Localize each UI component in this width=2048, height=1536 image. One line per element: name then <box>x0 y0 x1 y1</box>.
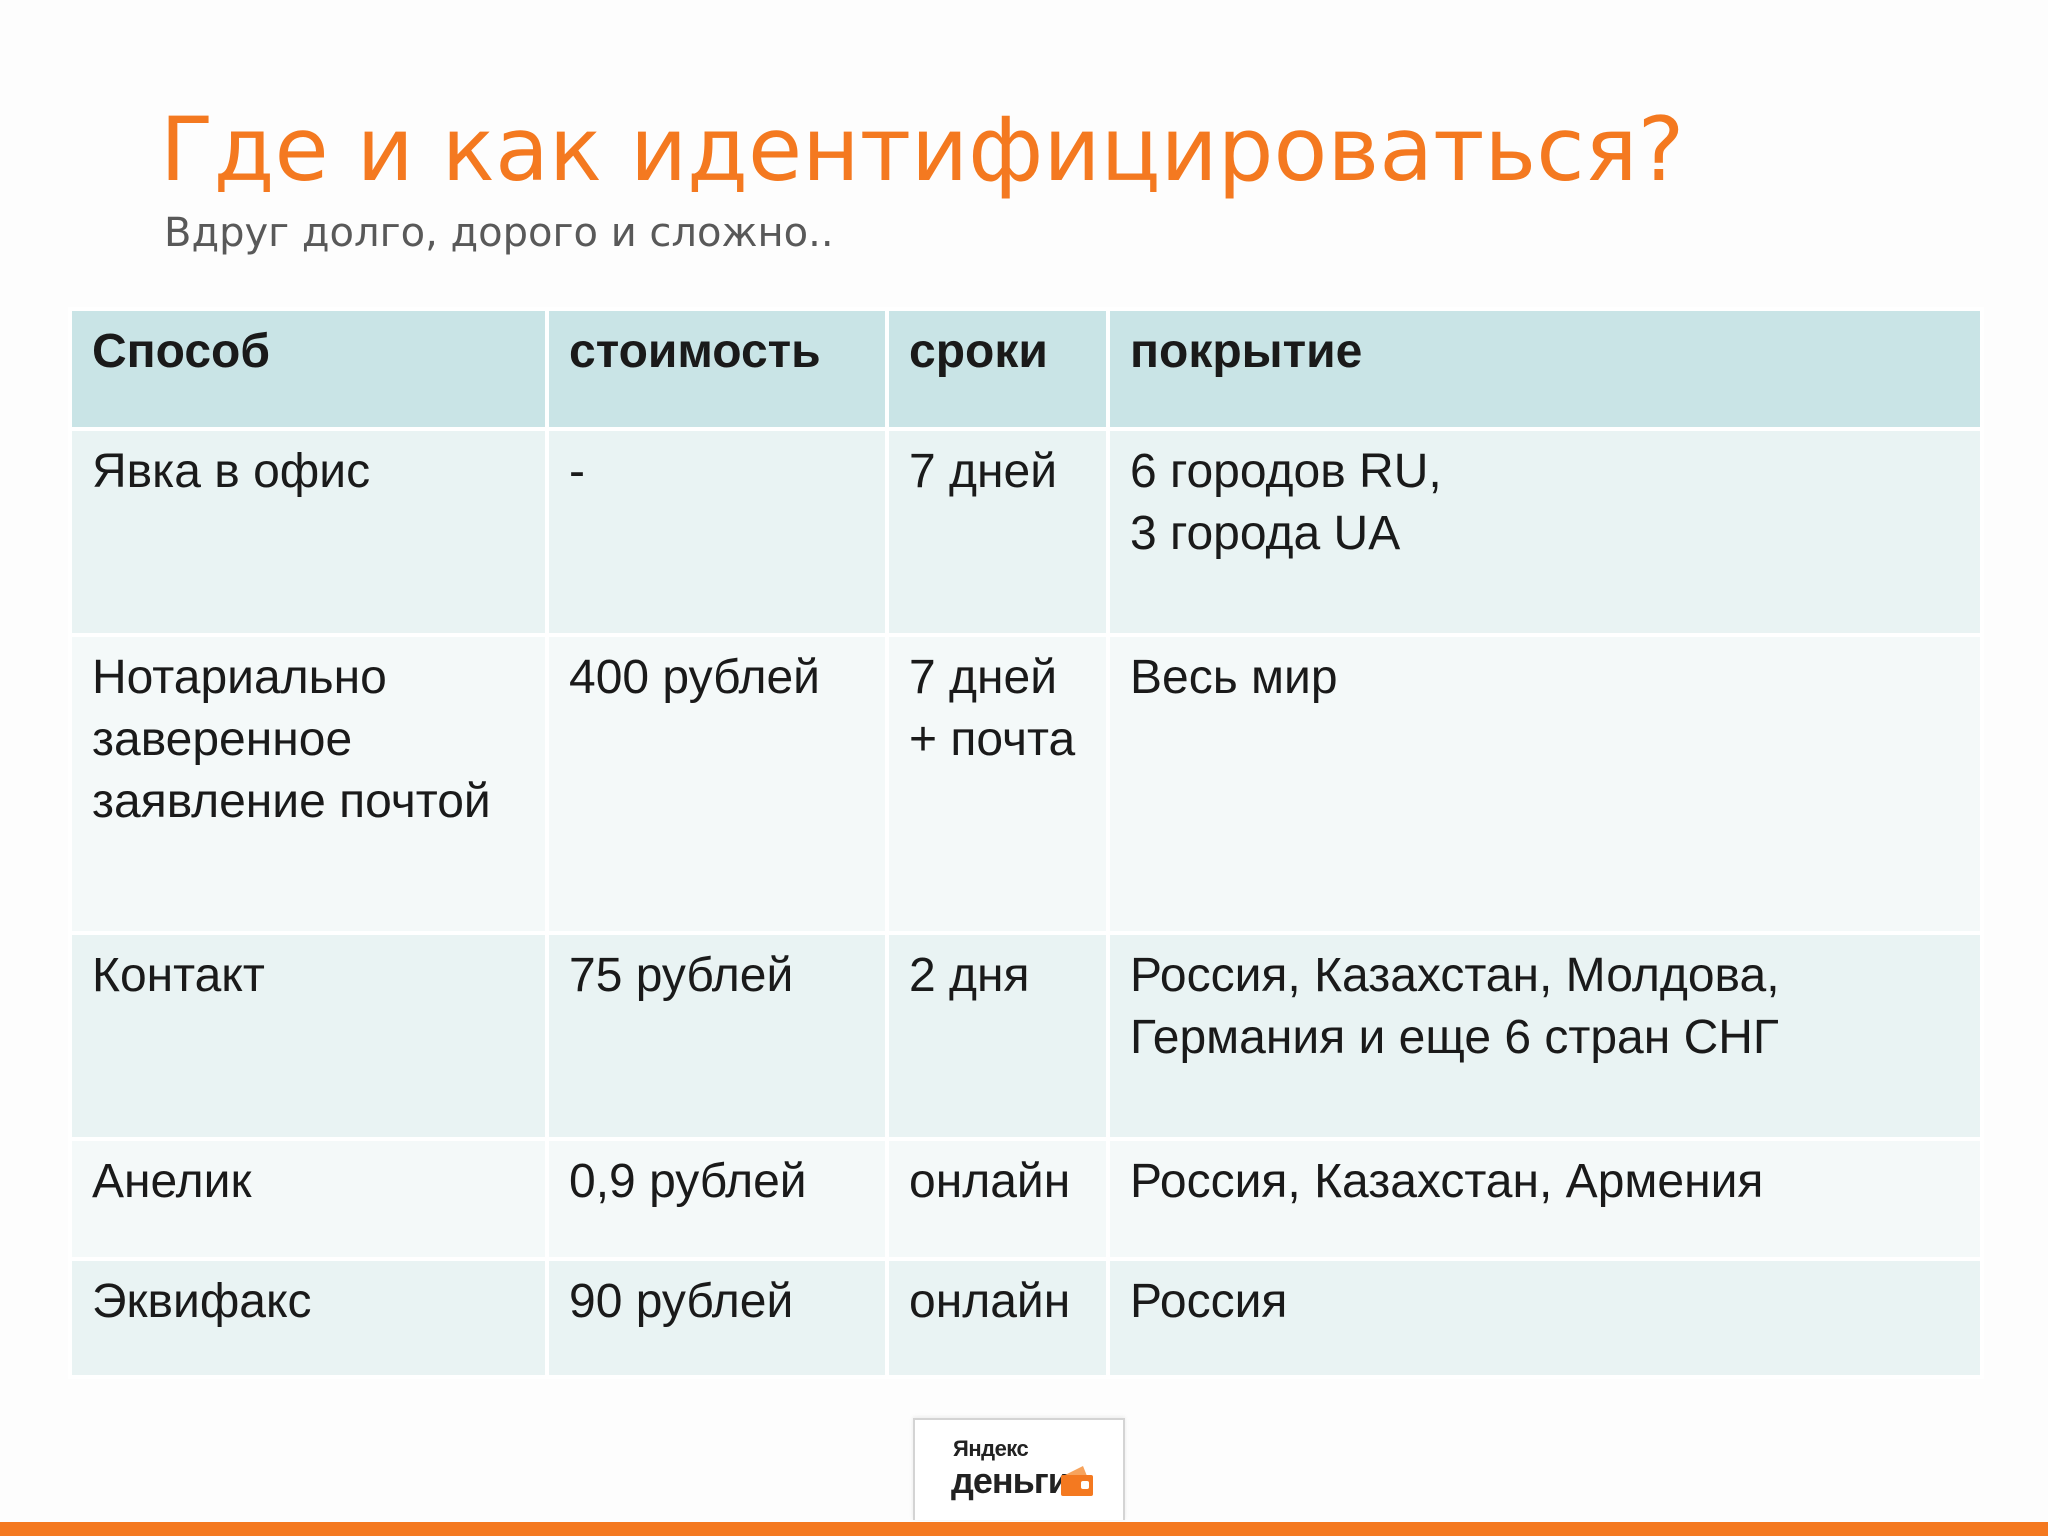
cell-cost: - <box>545 427 889 637</box>
cell-cost: 400 рублей <box>545 633 889 935</box>
cell-coverage: Весь мир <box>1106 633 1984 935</box>
cell-line: + почта <box>909 713 1076 766</box>
cell-line: - <box>569 445 585 498</box>
yandex-money-logo: Яндекс деньги <box>913 1418 1125 1520</box>
cell-cost: 0,9 рублей <box>545 1137 889 1261</box>
slide-subtitle: Вдруг долго, дорого и сложно.. <box>164 210 834 256</box>
cell-cost: 90 рублей <box>545 1257 889 1379</box>
cell-method: Анелик <box>68 1137 549 1261</box>
cell-line: 3 города UA <box>1130 507 1401 560</box>
cell-line: Весь мир <box>1130 651 1338 704</box>
cell-line: Эквифакс <box>92 1275 312 1328</box>
cell-line: 75 рублей <box>569 949 794 1002</box>
table-row: Анелик 0,9 рублей онлайн Россия, Казахст… <box>68 1137 1984 1261</box>
cell-term: 2 дня <box>885 931 1110 1141</box>
table-row: Контакт 75 рублей 2 дня Россия, Казахста… <box>68 931 1984 1141</box>
column-header-term: сроки <box>885 307 1110 431</box>
cell-line: 400 рублей <box>569 651 820 704</box>
cell-term: 7 дней + почта <box>885 633 1110 935</box>
logo-main-text: деньги <box>951 1460 1070 1501</box>
cell-method: Явка в офис <box>68 427 549 637</box>
cell-coverage: 6 городов RU, 3 города UA <box>1106 427 1984 637</box>
cell-line: онлайн <box>909 1155 1071 1208</box>
cell-method: Эквифакс <box>68 1257 549 1379</box>
table-row: Эквифакс 90 рублей онлайн Россия <box>68 1257 1984 1379</box>
identification-methods-table: Способ стоимость сроки покрытие Явка в о… <box>68 307 1984 1379</box>
cell-line: Контакт <box>92 949 265 1002</box>
cell-coverage: Россия <box>1106 1257 1984 1379</box>
cell-line: заверенное <box>92 713 353 766</box>
table-header-row: Способ стоимость сроки покрытие <box>68 307 1984 431</box>
column-header-coverage: покрытие <box>1106 307 1984 431</box>
cell-term: 7 дней <box>885 427 1110 637</box>
table-row: Явка в офис - 7 дней 6 городов RU, 3 гор… <box>68 427 1984 637</box>
cell-line: 90 рублей <box>569 1275 794 1328</box>
cell-coverage: Россия, Казахстан, Армения <box>1106 1137 1984 1261</box>
cell-term: онлайн <box>885 1257 1110 1379</box>
column-header-method: Способ <box>68 307 549 431</box>
cell-coverage: Россия, Казахстан, Молдова, Германия и е… <box>1106 931 1984 1141</box>
table-row: Нотариально заверенное заявление почтой … <box>68 633 1984 935</box>
cell-cost: 75 рублей <box>545 931 889 1141</box>
cell-line: онлайн <box>909 1275 1071 1328</box>
cell-line: 7 дней <box>909 445 1058 498</box>
cell-method: Нотариально заверенное заявление почтой <box>68 633 549 935</box>
column-header-cost: стоимость <box>545 307 889 431</box>
cell-line: 2 дня <box>909 949 1030 1002</box>
cell-line: Явка в офис <box>92 445 371 498</box>
cell-line: заявление почтой <box>92 775 491 828</box>
cell-line: Нотариально <box>92 651 387 704</box>
cell-line: Германия и еще 6 стран СНГ <box>1130 1011 1779 1064</box>
logo-top-text: Яндекс <box>953 1436 1029 1461</box>
cell-term: онлайн <box>885 1137 1110 1261</box>
cell-line: 6 городов RU, <box>1130 445 1442 498</box>
cell-line: Россия, Казахстан, Молдова, <box>1130 949 1780 1002</box>
cell-line: Россия, Казахстан, Армения <box>1130 1155 1764 1208</box>
bottom-accent-bar <box>0 1522 2048 1536</box>
cell-line: Россия <box>1130 1275 1288 1328</box>
cell-line: 0,9 рублей <box>569 1155 807 1208</box>
slide-title: Где и как идентифицироваться? <box>160 98 1685 201</box>
wallet-icon <box>1059 1464 1095 1503</box>
cell-method: Контакт <box>68 931 549 1141</box>
cell-line: Анелик <box>92 1155 252 1208</box>
cell-line: 7 дней <box>909 651 1058 704</box>
